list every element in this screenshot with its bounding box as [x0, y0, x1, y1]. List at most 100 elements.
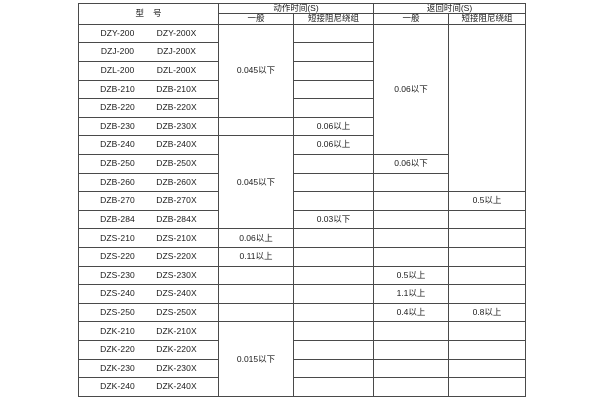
cell-return-general: 0.5以上: [373, 265, 449, 286]
model-primary: DZS-250: [100, 306, 135, 317]
cell-action-general: 0.045以下: [218, 135, 294, 230]
column-header-return-damping: 短接阻尼绕组: [448, 13, 526, 25]
table-row: DZB-230 DZB-230X 0.06以上: [78, 116, 526, 137]
model-primary: DZS-210: [100, 232, 135, 243]
column-group-header-action-time: 动作时间(S): [218, 2, 374, 15]
cell-return-damping: [448, 23, 526, 193]
cell-return-general: [373, 172, 449, 193]
cell-return-general: 1.1以上: [373, 284, 449, 304]
cell-action-damping: [293, 98, 374, 118]
model-primary: DZS-230: [100, 269, 135, 280]
cell-model: DZS-220 DZS-220X: [78, 247, 219, 267]
model-variant: DZB-220X: [156, 102, 197, 113]
model-primary: DZK-240: [100, 381, 135, 392]
table-row: DZB-210 DZB-210X: [78, 79, 526, 100]
cell-return-damping: 0.5以上: [448, 191, 526, 211]
table-row: DZS-210 DZS-210X 0.06以上: [78, 228, 526, 248]
cell-return-damping: [448, 265, 526, 286]
model-label-part1: 型: [135, 8, 144, 19]
table-row: DZK-230 DZK-230X: [78, 358, 526, 379]
cell-action-damping: [293, 23, 374, 44]
cell-return-general: 0.4以上: [373, 302, 449, 323]
table-row: DZS-240 DZS-240X 1.1以上: [78, 284, 526, 304]
table-row: DZB-284 DZB-284X 0.03以下: [78, 209, 526, 230]
table-row: DZB-220 DZB-220X: [78, 98, 526, 118]
model-primary: DZB-210: [100, 83, 135, 94]
cell-model: DZJ-200 DZJ-200X: [78, 42, 219, 62]
cell-model: DZB-240 DZB-240X: [78, 135, 219, 155]
model-variant: DZS-250X: [156, 306, 197, 317]
table-body: DZY-200 DZY-200X 0.045以下 0.06以下 DZJ-200 DZJ-2…: [78, 23, 526, 397]
column-header-action-damping: 短接阻尼绕组: [293, 13, 374, 25]
model-primary: DZJ-200: [100, 46, 135, 57]
specification-table-container: 型号 动作时间(S) 返回时间(S) 一般 短接阻尼绕组 一般 短接阻尼绕组 D…: [78, 2, 526, 397]
model-primary: DZB-250: [100, 158, 135, 169]
cell-model: DZL-200 DZL-200X: [78, 60, 219, 81]
cell-action-general: [218, 302, 294, 323]
model-primary: DZB-270: [100, 195, 135, 206]
model-label-part2: 号: [153, 8, 162, 19]
table-row: DZS-250 DZS-250X 0.4以上 0.8以上: [78, 302, 526, 323]
model-variant: DZY-200X: [156, 27, 197, 38]
model-primary: DZL-200: [100, 65, 135, 76]
cell-model: DZB-270 DZB-270X: [78, 191, 219, 211]
table-row: DZK-220 DZK-220X: [78, 340, 526, 360]
model-primary: DZK-230: [100, 362, 135, 373]
cell-return-general: [373, 340, 449, 360]
model-variant: DZB-270X: [156, 195, 197, 206]
cell-return-damping: [448, 321, 526, 342]
cell-return-damping: 0.8以上: [448, 302, 526, 323]
cell-return-damping: [448, 284, 526, 304]
cell-model: DZB-250 DZB-250X: [78, 153, 219, 174]
cell-action-damping: [293, 42, 374, 62]
cell-return-general: [448, 209, 526, 230]
cell-model: DZS-250 DZS-250X: [78, 302, 219, 323]
cell-action-damping: [293, 60, 374, 81]
model-primary: DZS-220: [100, 251, 135, 262]
cell-action-damping: [293, 321, 374, 342]
model-primary: DZY-200: [100, 27, 135, 38]
table-row: DZK-240 DZK-240X: [78, 377, 526, 397]
column-header-return-general: 一般: [373, 13, 449, 25]
cell-action-damping: [293, 79, 374, 100]
model-primary: DZB-260: [100, 176, 135, 187]
cell-action-damping: [293, 284, 374, 304]
cell-model: DZY-200 DZY-200X: [78, 23, 219, 44]
table-row: DZB-240 DZB-240X 0.045以下 0.06以上: [78, 135, 526, 230]
model-primary: DZK-210: [100, 325, 135, 336]
cell-return-general: [373, 358, 449, 379]
cell-model: DZK-210 DZK-210X: [78, 321, 219, 342]
cell-model: DZB-230 DZB-230X: [78, 116, 219, 137]
cell-action-damping: 0.06以上: [293, 135, 374, 155]
cell-action-general: 0.03以下: [293, 209, 374, 230]
cell-action-general: [218, 284, 294, 304]
header-row-groups: 型号 动作时间(S) 返回时间(S): [78, 2, 526, 25]
model-variant: DZB-260X: [156, 176, 197, 187]
model-variant: DZB-250X: [156, 158, 197, 169]
model-variant: DZS-240X: [156, 288, 197, 299]
cell-return-damping: [448, 228, 526, 248]
cell-action-general: 0.11以上: [218, 247, 294, 267]
model-variant: DZS-230X: [156, 269, 197, 280]
cell-model: DZB-260 DZB-260X: [78, 172, 219, 193]
cell-action-damping: [293, 191, 374, 211]
model-variant: DZK-230X: [156, 362, 197, 373]
column-header-model: 型号: [78, 3, 219, 25]
table-row: DZS-220 DZS-220X 0.11以上: [78, 247, 526, 267]
cell-action-damping: [293, 340, 374, 360]
cell-model: DZK-240 DZK-240X: [78, 377, 219, 397]
model-variant: DZB-210X: [156, 83, 197, 94]
model-primary: DZB-230: [100, 120, 135, 131]
cell-action-damping: [293, 377, 374, 397]
model-primary: DZK-220: [100, 344, 135, 355]
cell-model: DZB-220 DZB-220X: [78, 98, 219, 118]
cell-return-general: [373, 247, 449, 267]
model-variant: DZS-210X: [156, 232, 197, 243]
cell-return-damping: [448, 377, 526, 397]
cell-action-damping: [293, 153, 374, 174]
cell-model: DZK-230 DZK-230X: [78, 358, 219, 379]
cell-model: DZK-220 DZK-220X: [78, 340, 219, 360]
model-variant: DZS-220X: [156, 251, 197, 262]
cell-action-damping: [293, 228, 374, 248]
model-variant: DZB-240X: [156, 139, 197, 150]
